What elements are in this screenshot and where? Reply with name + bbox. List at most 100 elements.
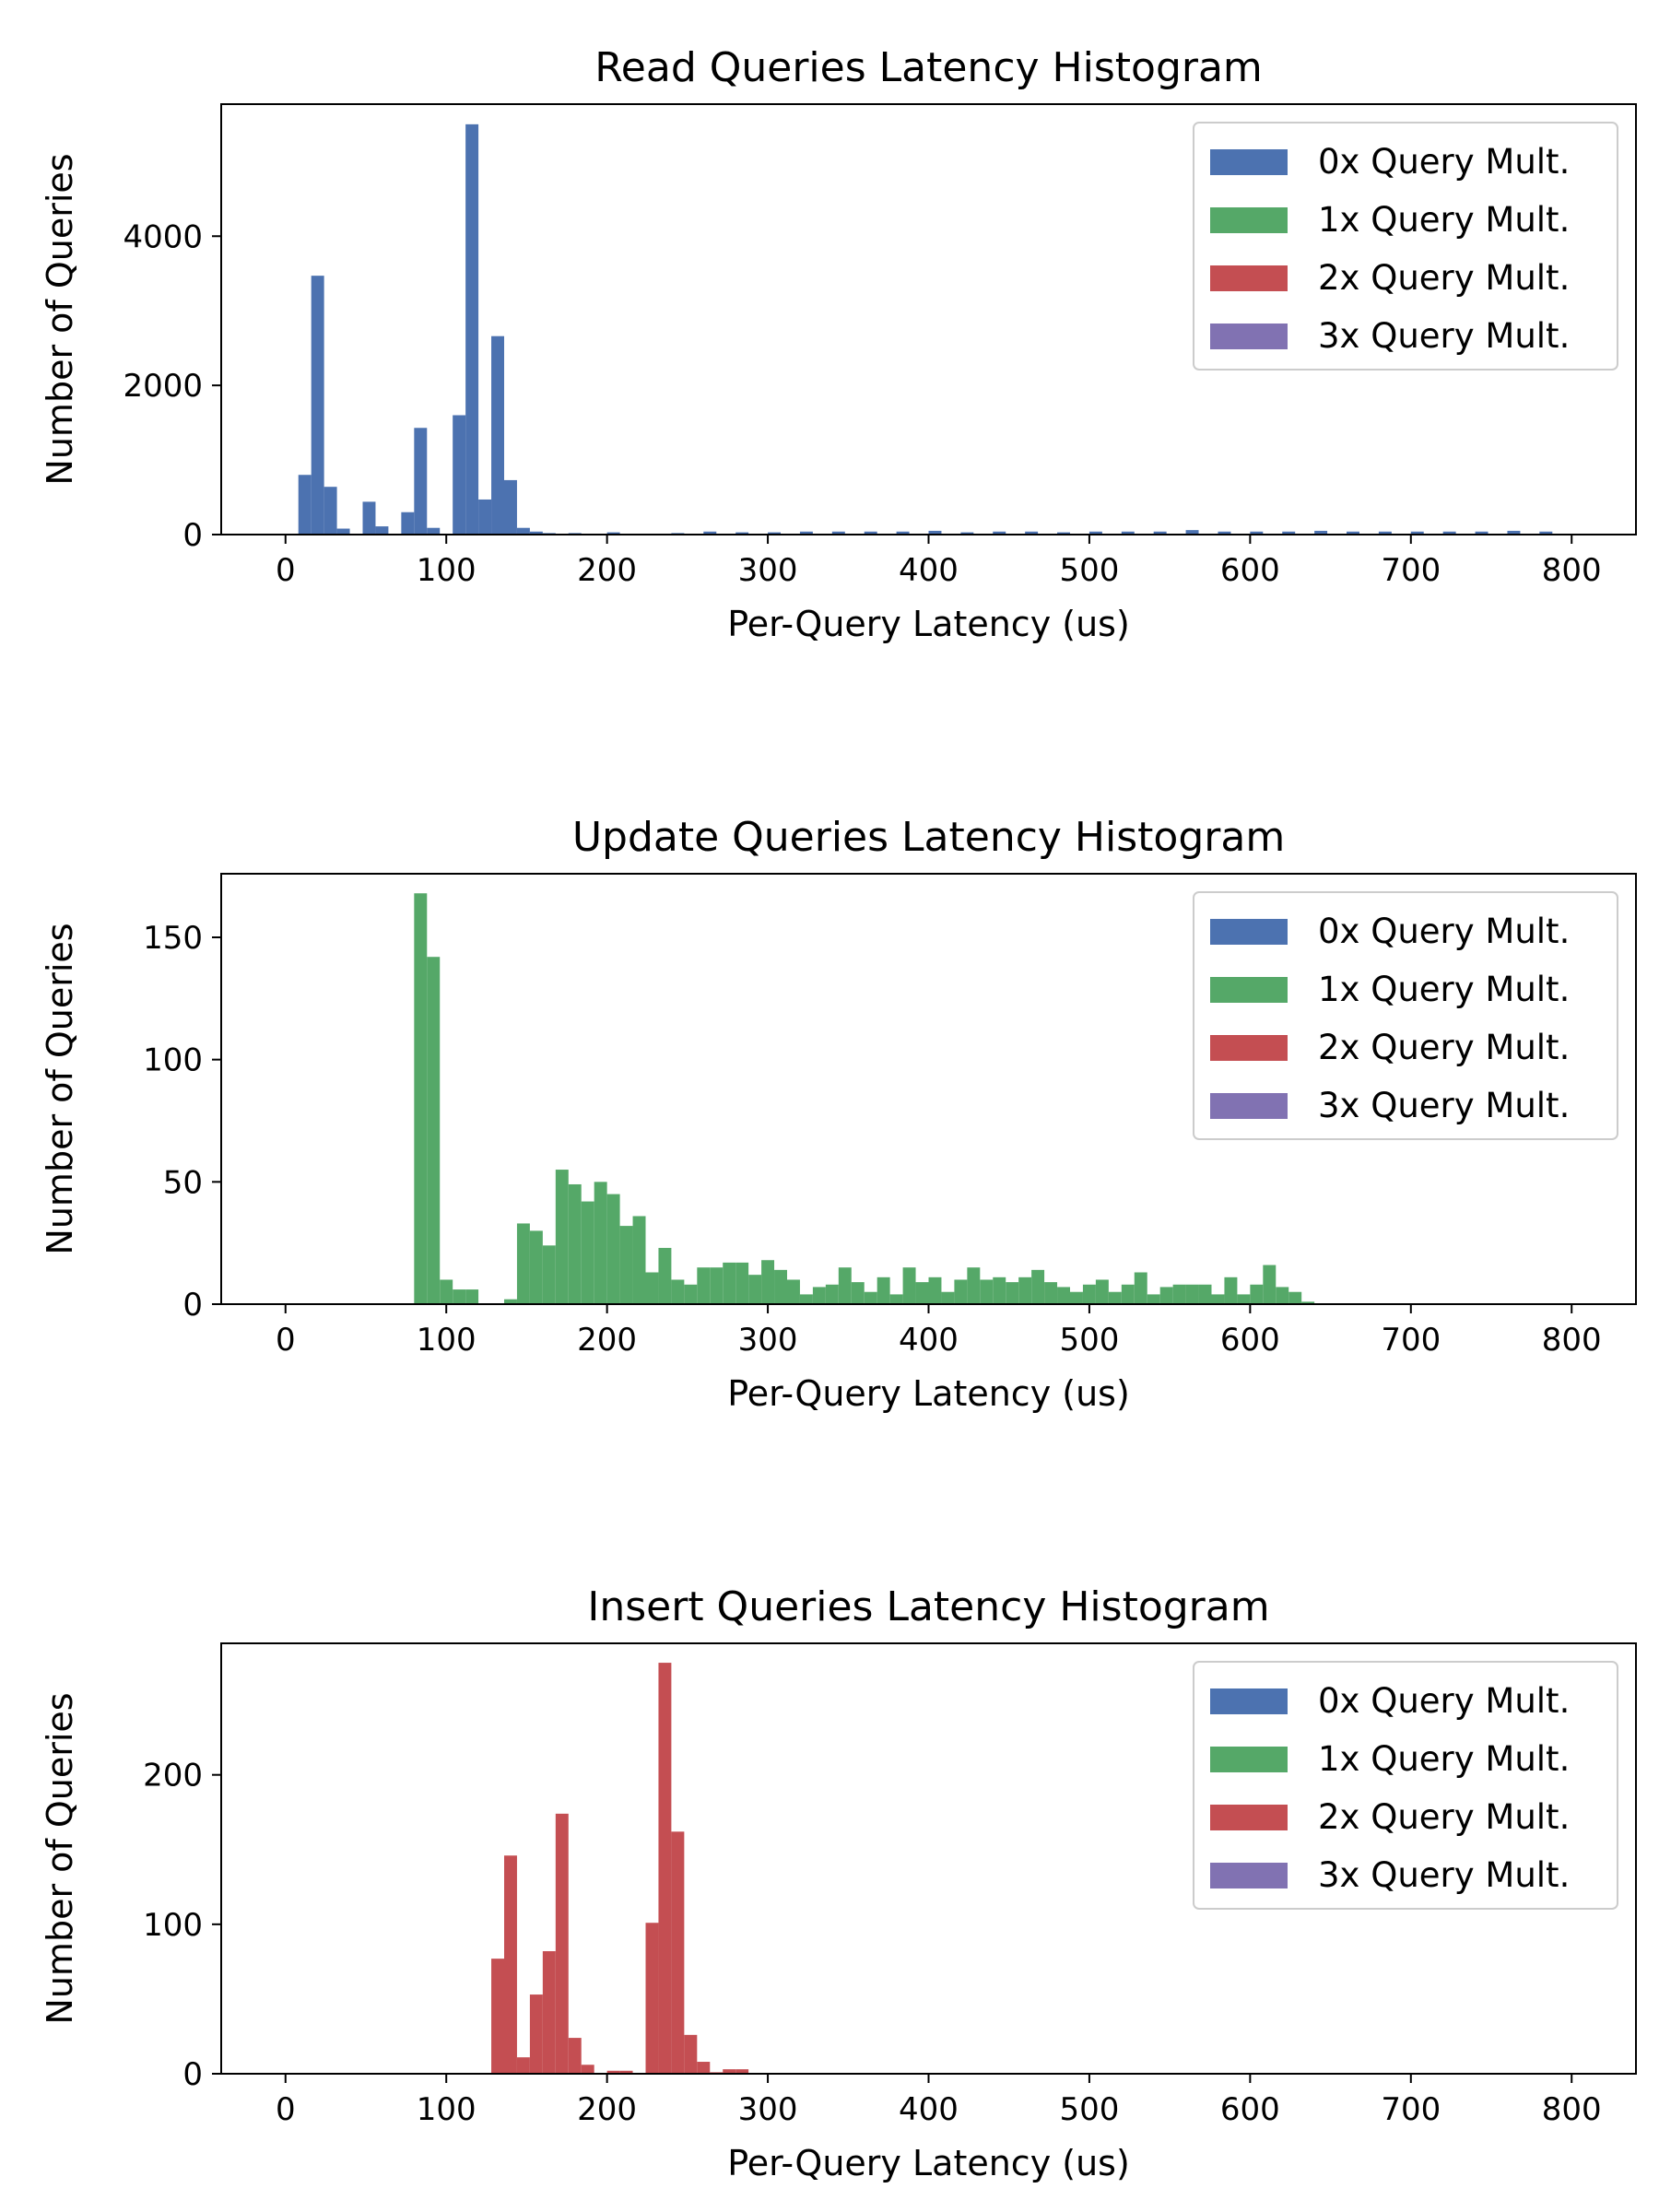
histogram-bar: [748, 1275, 762, 1304]
y-tick-label: 0: [182, 517, 203, 554]
legend: 0x Query Mult. 1x Query Mult. 2x Query Mul…: [1193, 1661, 1618, 1910]
x-tick-label: 700: [1381, 552, 1441, 589]
histogram-bar: [440, 1279, 453, 1304]
legend-swatch: [1210, 207, 1288, 233]
histogram-bar: [529, 1230, 543, 1304]
histogram-bar: [697, 1267, 711, 1304]
histogram-bar: [401, 512, 415, 535]
legend-entry: 3x Query Mult.: [1318, 316, 1570, 356]
x-axis-label: Per-Query Latency (us): [727, 1373, 1130, 1414]
x-tick-label: 800: [1542, 2091, 1602, 2128]
histogram-bar: [993, 531, 1006, 535]
histogram-bar: [799, 1294, 813, 1304]
histogram-bar: [1218, 531, 1231, 535]
histogram-bar: [1134, 1272, 1147, 1304]
histogram-bar: [1070, 1291, 1083, 1304]
x-tick-label: 800: [1542, 552, 1602, 589]
histogram-bar: [362, 501, 376, 535]
x-tick-label: 300: [738, 1322, 798, 1359]
histogram-bar: [1442, 531, 1456, 535]
histogram-bar: [684, 1284, 698, 1304]
histogram-bar: [941, 1291, 955, 1304]
histogram-bar: [581, 2065, 594, 2074]
legend-swatch: [1210, 324, 1288, 349]
histogram-bar: [336, 528, 350, 535]
histogram-bar: [697, 2062, 711, 2074]
y-tick-label: 50: [163, 1164, 203, 1201]
histogram-bar: [427, 527, 441, 535]
legend-box: [1193, 891, 1618, 1140]
legend-entry: 0x Query Mult.: [1318, 142, 1570, 182]
legend-swatch: [1210, 1863, 1288, 1888]
histogram-bar: [684, 2034, 698, 2074]
histogram-bar: [1044, 1282, 1058, 1304]
histogram-bar: [928, 530, 942, 535]
histogram-bar: [298, 475, 312, 535]
histogram-bar: [542, 1245, 556, 1304]
x-tick-label: 600: [1220, 552, 1280, 589]
histogram-bar: [465, 124, 479, 535]
legend-swatch: [1210, 1805, 1288, 1830]
x-axis-label: Per-Query Latency (us): [727, 604, 1130, 644]
histogram-bar: [542, 1951, 556, 2074]
histogram-bar: [1057, 1287, 1070, 1304]
legend-swatch: [1210, 265, 1288, 291]
histogram-bar: [606, 2070, 620, 2074]
histogram-bar: [516, 1223, 530, 1304]
histogram-bar: [606, 1194, 620, 1304]
histogram-bar: [1088, 531, 1102, 535]
x-tick-label: 0: [276, 1322, 296, 1359]
histogram-bar: [1185, 530, 1199, 535]
histogram-bar: [1288, 1291, 1302, 1304]
histogram-bar: [504, 479, 517, 535]
chart-title: Read Queries Latency Histogram: [594, 44, 1263, 91]
chart-panel-1: 0 100 200 300 400 500 600 700 800 0 50 100 150 Update…: [40, 814, 1637, 1414]
y-axis-label: Number of Queries: [40, 153, 80, 485]
chart-title: Update Queries Latency Histogram: [572, 814, 1285, 861]
legend-entry: 2x Query Mult.: [1318, 1028, 1570, 1067]
histogram-bar: [658, 1247, 672, 1304]
x-tick-label: 300: [738, 552, 798, 589]
legend-swatch: [1210, 919, 1288, 945]
histogram-bar: [504, 1855, 517, 2074]
histogram-bar: [375, 526, 389, 535]
legend-swatch: [1210, 1688, 1288, 1714]
chart-panel-2: 0 100 200 300 400 500 600 700 800 0 100 200 Insert Q…: [40, 1583, 1637, 2183]
histogram-bar: [1282, 531, 1296, 535]
x-tick-label: 500: [1059, 1322, 1119, 1359]
histogram-bar: [735, 2069, 749, 2074]
y-tick-label: 200: [143, 1758, 203, 1794]
histogram-bar: [1185, 1284, 1199, 1304]
x-tick-label: 400: [899, 1322, 959, 1359]
histogram-bar: [703, 531, 717, 535]
histogram-bar: [311, 276, 324, 535]
x-tick-label: 600: [1220, 2091, 1280, 2128]
histogram-bar: [414, 893, 428, 1304]
legend-entry: 3x Query Mult.: [1318, 1855, 1570, 1895]
legend-entry: 0x Query Mult.: [1318, 912, 1570, 951]
histogram-bar: [427, 957, 441, 1304]
x-tick-label: 800: [1542, 1322, 1602, 1359]
histogram-bar: [1314, 530, 1328, 535]
histogram-bar: [414, 428, 428, 535]
histogram-bar: [1159, 1287, 1173, 1304]
histogram-bar: [645, 1923, 659, 2074]
histogram-bar: [864, 531, 877, 535]
legend-entry: 2x Query Mult.: [1318, 258, 1570, 298]
histogram-bar: [723, 1262, 736, 1304]
histogram-bar: [606, 532, 620, 535]
x-tick-label: 300: [738, 2091, 798, 2128]
chart-title: Insert Queries Latency Histogram: [587, 1583, 1269, 1630]
histogram-bar: [960, 532, 974, 535]
y-axis-label: Number of Queries: [40, 1692, 80, 2024]
histogram-bar: [812, 1287, 826, 1304]
histogram-bar: [993, 1277, 1006, 1304]
legend-box: [1193, 122, 1618, 371]
histogram-bar: [1410, 531, 1424, 535]
histogram-bar: [594, 1182, 607, 1304]
histogram-bar: [980, 1279, 994, 1304]
histogram-bar: [1095, 1279, 1109, 1304]
histogram-bar: [1347, 531, 1359, 535]
histogram-bar: [787, 1279, 800, 1304]
